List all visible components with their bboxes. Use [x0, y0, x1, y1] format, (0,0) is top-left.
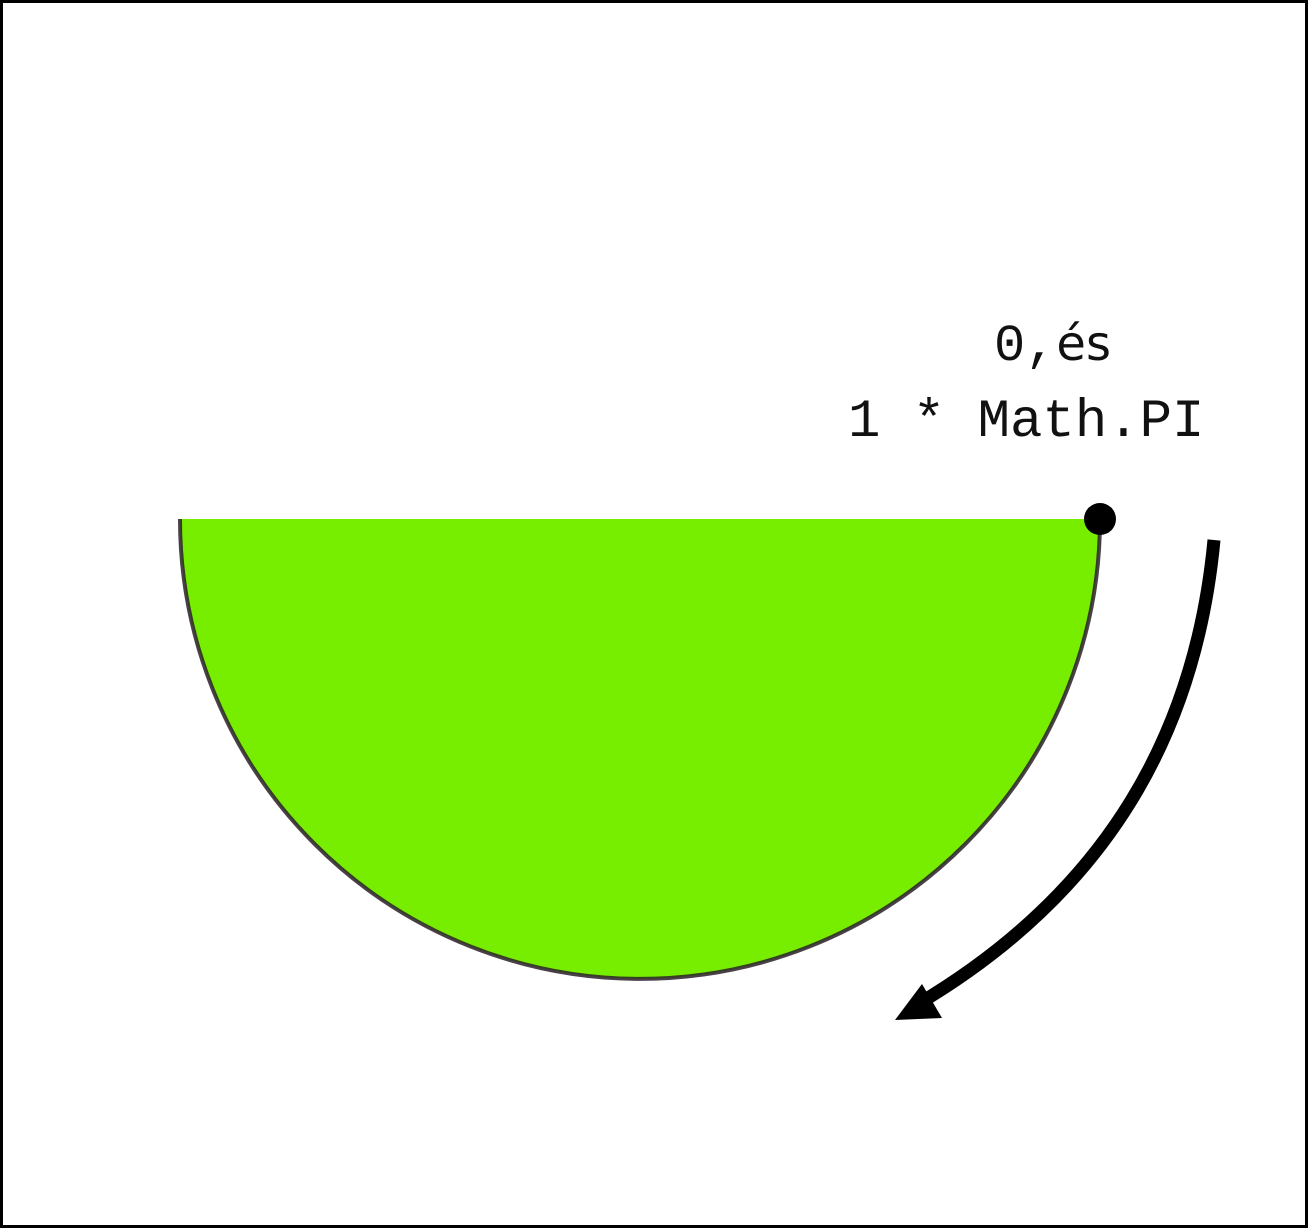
start-angle-conjunction: és — [1056, 316, 1111, 372]
start-angle-label: 0,és — [994, 318, 1111, 373]
end-angle-label: 1 * Math.PI — [848, 396, 1204, 450]
semicircle-fill — [180, 519, 1100, 979]
start-point-dot — [1084, 503, 1116, 535]
start-angle-value: 0, — [994, 317, 1056, 376]
